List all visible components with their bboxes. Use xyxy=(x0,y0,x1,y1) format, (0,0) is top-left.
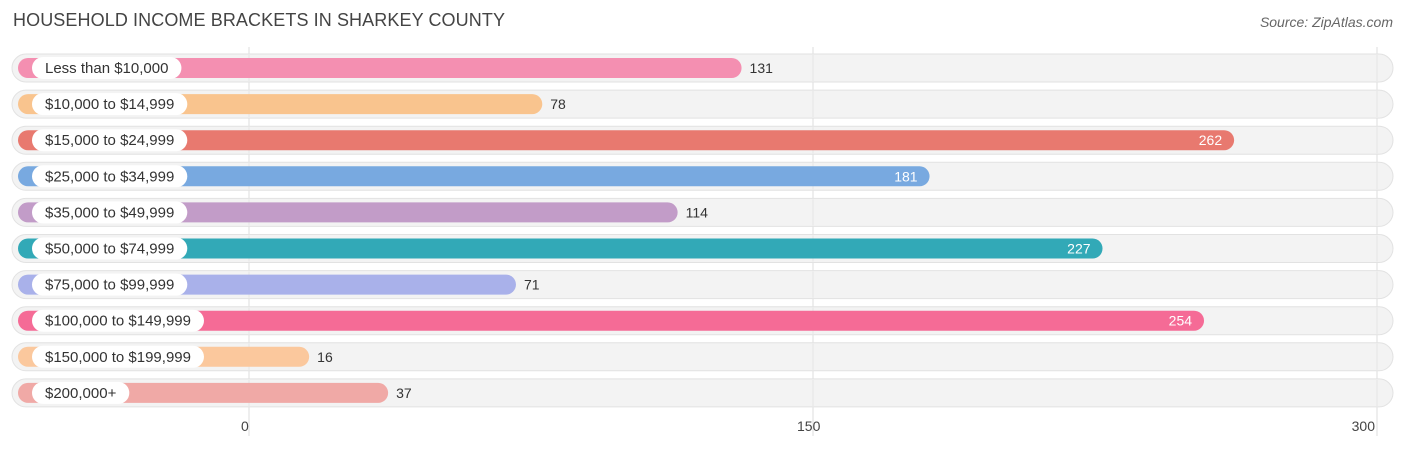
category-label: $200,000+ xyxy=(45,385,117,402)
category-label: Less than $10,000 xyxy=(45,60,168,77)
category-label-pill xyxy=(32,273,188,296)
category-label-pill xyxy=(32,381,130,404)
bar-row: $15,000 to $24,999 262 xyxy=(18,129,1235,152)
category-label-pill xyxy=(32,57,182,79)
category-label-pill xyxy=(32,237,188,260)
x-tick-label: 300 xyxy=(1352,418,1376,434)
value-label: 78 xyxy=(550,96,566,112)
value-label: 16 xyxy=(317,349,333,365)
x-tick-label: 0 xyxy=(241,418,249,434)
chart-source: Source: ZipAtlas.com xyxy=(1259,14,1393,30)
category-label-pill xyxy=(32,165,188,188)
value-label: 114 xyxy=(686,204,709,220)
category-label: $150,000 to $199,999 xyxy=(45,349,191,366)
category-label: $25,000 to $34,999 xyxy=(45,168,174,185)
value-label: 131 xyxy=(750,60,774,76)
bar xyxy=(18,166,930,187)
bar-row: $150,000 to $199,999 16 xyxy=(18,345,333,368)
bar-row: $35,000 to $49,999 114 xyxy=(18,201,709,224)
bar xyxy=(18,238,1103,259)
bar-row: $200,000+ 37 xyxy=(18,381,412,404)
bar-row: $10,000 to $14,999 78 xyxy=(18,93,566,116)
bar-row: $75,000 to $99,999 71 xyxy=(18,273,540,296)
value-label: 227 xyxy=(1067,241,1091,257)
bar-track xyxy=(11,342,1394,372)
x-tick-label: 150 xyxy=(797,418,821,434)
category-label: $35,000 to $49,999 xyxy=(45,204,174,221)
chart-title: HOUSEHOLD INCOME BRACKETS IN SHARKEY COU… xyxy=(13,10,506,30)
category-label: $75,000 to $99,999 xyxy=(45,277,174,294)
value-label: 262 xyxy=(1199,132,1223,148)
category-label: $15,000 to $24,999 xyxy=(45,132,174,149)
category-label: $100,000 to $149,999 xyxy=(45,313,191,330)
category-label-pill xyxy=(32,201,188,224)
bar-row: Less than $10,000 131 xyxy=(18,57,773,79)
value-label: 71 xyxy=(524,277,540,293)
category-label-pill xyxy=(32,93,188,116)
category-label: $10,000 to $14,999 xyxy=(45,96,174,113)
bar-row: $25,000 to $34,999 181 xyxy=(18,165,930,188)
bar-row: $50,000 to $74,999 227 xyxy=(18,237,1103,260)
bar-rows: Less than $10,000 131 $10,000 to $14,999 78… xyxy=(18,57,1235,404)
bar xyxy=(18,58,742,78)
category-label-pill xyxy=(32,345,204,368)
bar-row: $100,000 to $149,999 254 xyxy=(18,309,1205,332)
value-label: 254 xyxy=(1169,313,1193,329)
value-label: 181 xyxy=(894,168,918,184)
bar xyxy=(18,130,1235,151)
value-label: 37 xyxy=(396,385,412,401)
bar xyxy=(18,310,1205,331)
category-label-pill xyxy=(32,309,204,332)
category-label: $50,000 to $74,999 xyxy=(45,241,174,258)
category-label-pill xyxy=(32,129,188,152)
